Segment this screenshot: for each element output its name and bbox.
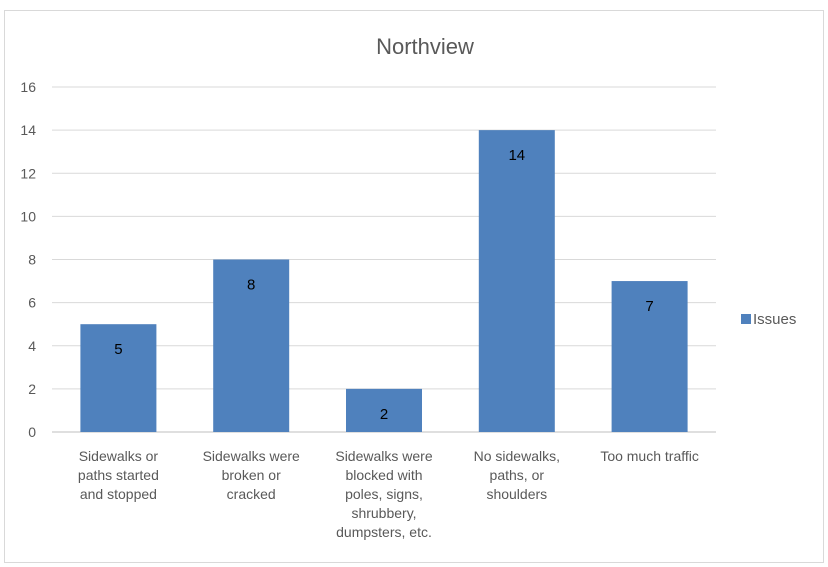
y-axis: 0 2 4 6 8 10 12 14 16: [20, 79, 36, 440]
data-label: 14: [508, 147, 525, 164]
y-tick-label: 12: [20, 165, 36, 181]
chart-title: Northview: [376, 34, 474, 59]
bar: [611, 281, 688, 432]
bars: 5 8 2 14 7: [80, 130, 688, 432]
y-tick-label: 8: [28, 252, 36, 268]
y-tick-label: 2: [28, 381, 36, 397]
bar: [478, 130, 555, 432]
y-tick-label: 10: [20, 208, 36, 224]
y-tick-label: 6: [28, 295, 36, 311]
x-axis: Sidewalks or paths started and stopped Side…: [78, 448, 699, 540]
legend: Issues: [741, 311, 796, 328]
y-tick-label: 0: [28, 424, 36, 440]
legend-swatch: [741, 314, 751, 324]
data-label: 2: [380, 406, 388, 423]
x-tick-label: No sidewalks, paths, or shoulders: [474, 448, 560, 502]
data-label: 8: [247, 277, 255, 294]
x-tick-label: Sidewalks or paths started and stopped: [78, 448, 159, 502]
x-tick-label: Sidewalks were broken or cracked: [203, 448, 300, 502]
legend-label: Issues: [753, 311, 796, 328]
data-label: 5: [114, 341, 122, 358]
bar: [346, 388, 422, 432]
gridlines: [52, 86, 716, 433]
y-tick-label: 14: [20, 122, 36, 138]
y-tick-label: 4: [28, 338, 36, 354]
data-label: 7: [645, 298, 653, 315]
bar: [213, 259, 290, 432]
bar: [80, 324, 157, 432]
x-tick-label: Sidewalks were blocked with poles, signs, s…: [335, 448, 432, 540]
y-tick-label: 16: [20, 79, 36, 95]
x-tick-label: Too much traffic: [600, 448, 699, 464]
